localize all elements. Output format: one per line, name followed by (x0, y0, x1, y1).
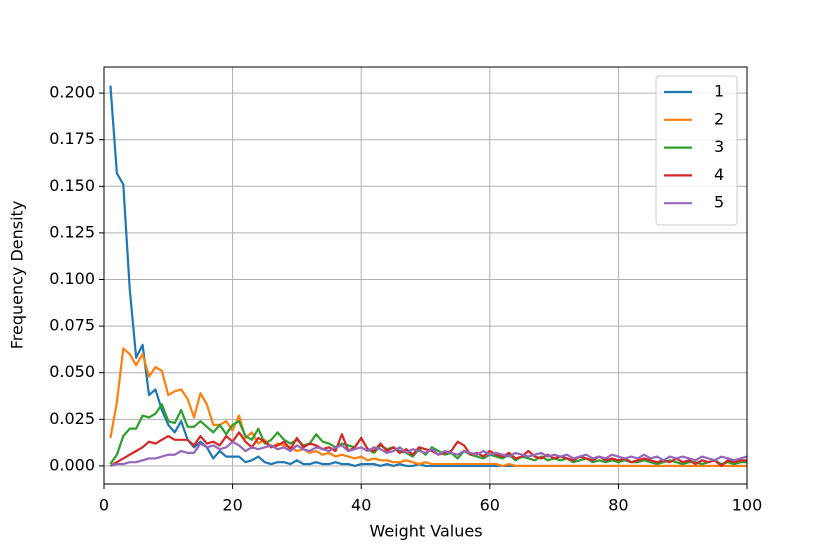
legend-label: 2 (714, 109, 724, 128)
legend-label: 3 (714, 137, 724, 156)
y-tick-label: 0.125 (49, 222, 95, 241)
x-tick-label: 20 (222, 496, 242, 515)
y-tick-label: 0.050 (49, 362, 95, 381)
y-axis-label: Frequency Density (8, 201, 27, 350)
x-tick-label: 60 (480, 496, 500, 515)
legend-box (655, 75, 738, 226)
y-tick-label: 0.025 (49, 409, 95, 428)
y-tick-label: 0.175 (49, 129, 95, 148)
x-axis-label: Weight Values (369, 522, 482, 541)
legend-label: 5 (714, 193, 724, 212)
y-tick-label: 0.075 (49, 316, 95, 335)
legend-label: 4 (714, 165, 724, 184)
plot-frame (103, 66, 748, 485)
x-tick-label: 40 (351, 496, 371, 515)
data-line (110, 440, 748, 467)
legend-label: 1 (714, 82, 724, 101)
y-tick-label: 0.000 (49, 455, 95, 474)
x-tick-label: 0 (99, 496, 109, 515)
x-tick-label: 100 (732, 496, 763, 515)
y-tick-label: 0.200 (49, 83, 95, 102)
y-tick-label: 0.100 (49, 269, 95, 288)
x-tick-label: 80 (608, 496, 628, 515)
data-line (109, 347, 747, 468)
y-tick-label: 0.150 (49, 176, 95, 195)
